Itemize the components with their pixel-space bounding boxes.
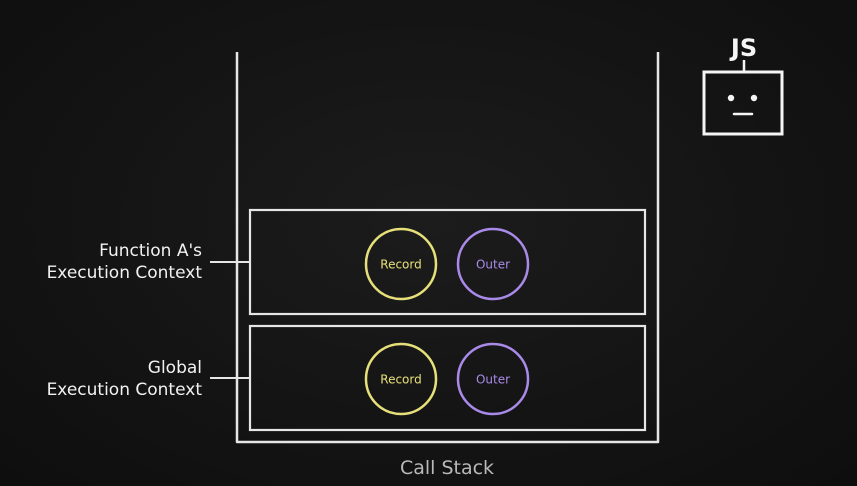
global-record-label: Record — [380, 373, 421, 387]
js-badge-label: JS — [729, 34, 757, 62]
global-context-label: Global Execution Context — [47, 357, 202, 401]
function-a-outer-label: Outer — [476, 258, 510, 272]
function-a-label-line1: Function A's — [99, 241, 202, 261]
call-stack-label: Call Stack — [400, 457, 494, 479]
function-a-record-circle — [364, 227, 438, 301]
call-stack-container — [235, 52, 660, 444]
global-label-line1: Global — [147, 358, 202, 378]
global-context-box — [248, 324, 647, 432]
function-a-context-box — [248, 208, 647, 316]
function-a-label-line2: Execution Context — [46, 263, 202, 283]
function-a-context-label: Function A's Execution Context — [47, 240, 202, 284]
global-record-circle — [364, 342, 438, 416]
global-outer-label: Outer — [476, 373, 510, 387]
global-label-line2: Execution Context — [46, 380, 202, 400]
function-a-record-label: Record — [380, 258, 421, 272]
js-robot-icon: JS — [702, 34, 784, 136]
global-outer-circle — [456, 342, 530, 416]
function-a-outer-circle — [456, 227, 530, 301]
